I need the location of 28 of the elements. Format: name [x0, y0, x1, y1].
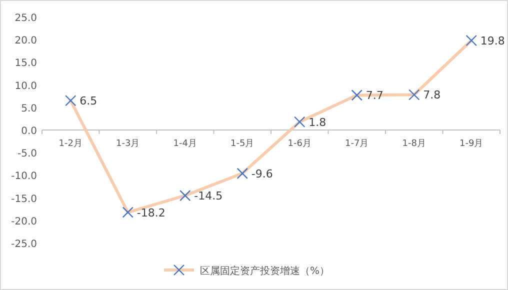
x-tick-label: 1-4月 [173, 139, 197, 149]
data-label: 6.5 [80, 94, 98, 108]
x-tick-label: 1-8月 [402, 139, 426, 149]
x-tick-label: 1-9月 [460, 139, 484, 149]
x-tick-label: 1-7月 [345, 139, 369, 149]
y-tick-label: 25.0 [14, 13, 37, 24]
y-tick-label: 20.0 [14, 36, 37, 47]
y-tick-label: 0.0 [21, 126, 37, 137]
x-tick-label: 1-3月 [116, 139, 140, 149]
data-label: 7.8 [423, 88, 441, 102]
y-tick-label: 5.0 [21, 103, 37, 114]
data-label: -14.5 [194, 190, 223, 203]
y-tick-label: -5.0 [17, 148, 37, 160]
y-tick-label: -10.0 [11, 171, 37, 182]
y-tick-label: -20.0 [11, 216, 37, 228]
legend-label: 区属固定资产投资增速（%） [200, 265, 330, 277]
data-label: 1.8 [308, 116, 326, 129]
data-label: 7.7 [366, 89, 384, 102]
x-tick-label: 1-2月 [58, 139, 82, 149]
y-tick-label: 10.0 [14, 80, 37, 92]
data-label: -18.2 [136, 206, 166, 220]
x-tick-label: 1-5月 [230, 139, 254, 149]
y-tick-label: 15.0 [14, 58, 37, 70]
data-label: 19.8 [480, 34, 505, 48]
x-tick-label: 1-6月 [288, 139, 312, 149]
y-tick-label: -25.0 [11, 239, 37, 250]
data-label: -9.6 [251, 167, 273, 180]
y-tick-label: -15.0 [11, 194, 37, 205]
